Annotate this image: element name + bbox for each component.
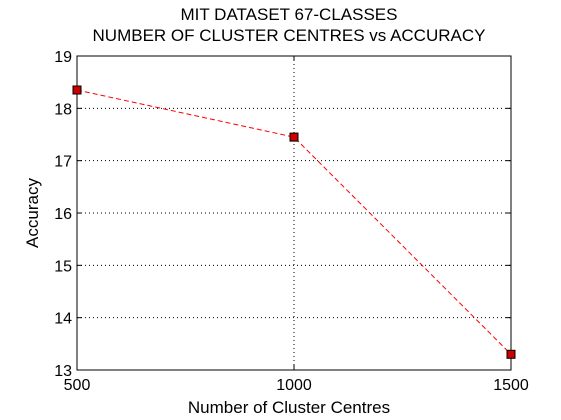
y-tick-label: 15 (54, 258, 72, 275)
x-axis-label: Number of Cluster Centres (188, 398, 390, 417)
y-tick-label: 14 (54, 311, 72, 328)
y-tick-label: 16 (54, 206, 72, 223)
x-tick-label: 1000 (276, 377, 312, 394)
data-point-marker (507, 350, 515, 358)
y-tick-label: 18 (54, 101, 72, 118)
x-tick-label: 1500 (493, 377, 529, 394)
y-tick-label: 19 (54, 49, 72, 66)
chart-title-line-1: MIT DATASET 67-CLASSES (181, 5, 398, 24)
data-point-marker (290, 133, 298, 141)
y-axis-label: Accuracy (23, 178, 42, 248)
chart-title: MIT DATASET 67-CLASSES NUMBER OF CLUSTER … (93, 5, 486, 45)
data-point-marker (73, 86, 81, 94)
chart-title-line-2: NUMBER OF CLUSTER CENTRES vs ACCURACY (93, 26, 486, 45)
y-tick-label: 17 (54, 154, 72, 171)
y-tick-label: 13 (54, 363, 72, 380)
